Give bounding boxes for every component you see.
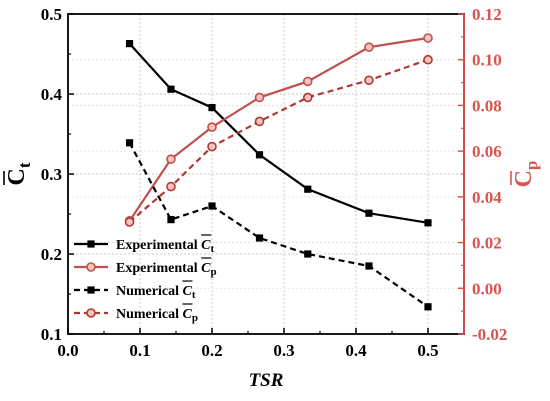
legend-label-symbol: C	[182, 284, 192, 299]
y-left-title-symbol: C	[4, 168, 30, 185]
legend-label-text: Numerical	[116, 284, 182, 299]
data-point-0-1	[167, 85, 175, 93]
data-point-0-0	[125, 40, 134, 48]
legend-label-sub: p	[211, 266, 217, 278]
y-right-tick-label: 0.04	[472, 188, 502, 207]
y-right-tick-label: 0.06	[472, 142, 502, 161]
data-point-1-4	[302, 76, 313, 87]
y-left-tick-label: 0.1	[41, 325, 62, 344]
x-tick-label: 0.3	[273, 341, 294, 360]
y-right-tick-label: -0.02	[472, 325, 507, 344]
y-left-tick-label: 0.4	[41, 85, 63, 104]
y-right-title-sub: p	[522, 161, 541, 170]
data-point-1-6	[423, 33, 433, 43]
data-point-3-0	[124, 217, 135, 227]
data-point-2-0	[125, 139, 134, 147]
y-right-tick-label: 0.10	[472, 51, 502, 70]
legend-label-0: Experimental Ct	[116, 238, 215, 255]
data-point-0-5	[365, 209, 373, 217]
legend-label-1: Experimental Cp	[116, 261, 217, 278]
data-point-3-4	[302, 92, 313, 103]
data-point-0-4	[304, 185, 312, 193]
y-left-title-text: Ct	[4, 162, 34, 185]
x-tick-label: 0.5	[417, 341, 438, 360]
data-point-2-6	[424, 303, 432, 311]
data-point-3-5	[364, 75, 374, 86]
y-right-tick-label: 0.02	[472, 234, 502, 253]
data-point-0-6	[424, 219, 432, 227]
series-2	[125, 139, 432, 311]
data-point-2-4	[304, 250, 312, 258]
y-right-title: Cp	[510, 161, 541, 188]
legend-marker-2	[87, 286, 95, 294]
data-point-1-2	[207, 122, 217, 132]
legend-label-2: Numerical Ct	[116, 284, 196, 301]
data-point-1-5	[364, 42, 374, 52]
series-line-1	[128, 36, 429, 222]
legend-label-text: Experimental	[116, 238, 201, 253]
legend-label-sub: t	[192, 289, 196, 301]
legend-label-symbol: C	[201, 238, 211, 253]
legend-label-symbol: C	[182, 307, 192, 322]
series-3	[124, 54, 433, 227]
data-point-1-1	[166, 154, 176, 164]
data-point-0-3	[255, 151, 264, 159]
ticks: 0.0 0.1 0.2 0.3 0.4 0.50.10.20.30.40.5-0.020.…	[41, 5, 508, 360]
x-tick-label: 0.0	[57, 341, 78, 360]
data-point-1-3	[254, 92, 265, 103]
series-line-3	[128, 58, 429, 223]
series-1	[124, 33, 433, 226]
legend-label-text: Experimental	[116, 261, 201, 276]
data-point-2-5	[365, 262, 373, 270]
legend-marker-0	[87, 240, 95, 248]
y-right-title-text: Cp	[511, 161, 541, 188]
data-point-3-3	[254, 116, 265, 127]
x-axis-title: TSR	[249, 370, 284, 391]
data-point-2-3	[255, 234, 264, 242]
series-0	[125, 40, 432, 227]
data-point-2-2	[208, 202, 216, 210]
series-line-0	[128, 42, 429, 224]
legend-label-3: Numerical Cp	[116, 307, 198, 324]
legend-label-text: Numerical	[116, 307, 182, 322]
legend-label-sub: t	[211, 243, 215, 255]
data-point-2-1	[167, 216, 175, 224]
data-point-3-1	[166, 181, 176, 192]
legend-item-1: Experimental Cp	[74, 257, 217, 278]
y-left-tick-label: 0.5	[41, 5, 62, 24]
y-right-tick-label: 0.00	[472, 279, 502, 298]
legend-label-sub: p	[192, 312, 198, 324]
y-right-title-symbol: C	[511, 170, 537, 187]
legend-marker-1	[86, 262, 96, 272]
y-left-title-sub: t	[15, 162, 34, 168]
grid	[68, 14, 464, 334]
legend-label-symbol: C	[201, 261, 211, 276]
data-point-0-2	[208, 104, 216, 112]
x-tick-label: 0.1	[129, 341, 150, 360]
legend-item-2: Numerical Ct	[74, 280, 196, 301]
x-tick-label: 0.2	[201, 341, 222, 360]
x-tick-label: 0.4	[345, 341, 367, 360]
series-group	[124, 33, 433, 311]
legend-item-3: Numerical Cp	[74, 303, 198, 324]
data-point-3-2	[207, 141, 217, 152]
legend-item-0: Experimental Ct	[74, 234, 215, 255]
y-right-tick-label: 0.08	[472, 96, 502, 115]
y-left-title: Ct	[3, 162, 34, 186]
y-right-tick-label: 0.12	[472, 5, 502, 24]
y-left-tick-label: 0.2	[41, 245, 62, 264]
y-left-tick-label: 0.3	[41, 165, 62, 184]
legend-marker-3	[86, 308, 96, 318]
data-point-3-6	[423, 54, 433, 65]
